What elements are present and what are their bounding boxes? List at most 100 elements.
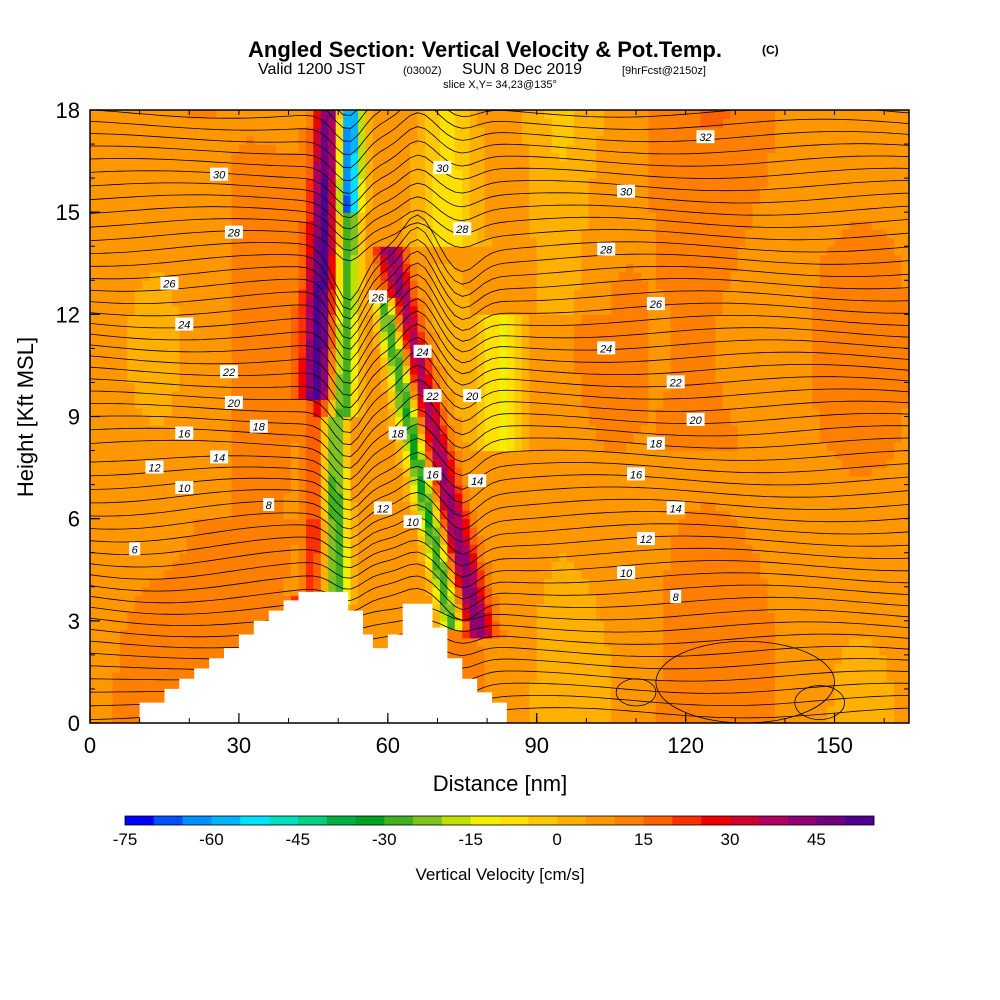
field-cell [224,152,233,162]
field-cell [209,297,218,307]
field-cell [581,305,590,315]
field-cell [134,314,143,324]
field-cell [596,178,605,188]
field-cell [365,561,374,571]
field-cell [238,152,247,162]
field-cell [186,229,195,239]
field-cell [447,237,456,247]
field-cell [149,348,158,358]
field-cell [127,365,136,375]
field-cell [246,442,255,452]
field-cell [104,527,113,537]
field-cell [343,399,352,409]
field-cell [119,229,128,239]
field-cell [179,544,188,554]
field-cell [551,654,560,664]
field-cell [186,339,195,349]
field-cell [372,254,381,264]
field-cell [142,697,151,707]
field-cell [358,127,367,137]
field-cell [328,203,337,213]
field-cell [320,510,329,520]
field-cell [276,459,285,469]
field-cell [521,339,530,349]
field-cell [477,671,486,682]
field-cell [90,144,99,154]
field-cell [194,169,203,179]
field-cell [313,535,322,545]
field-cell [97,714,106,723]
field-cell [551,365,560,375]
field-cell [536,484,545,494]
field-cell [402,178,411,188]
field-cell [395,305,404,315]
field-cell [142,169,151,179]
field-cell [194,322,203,332]
field-cell [536,271,545,281]
field-cell [380,178,389,188]
field-cell [603,586,612,596]
field-cell [216,339,225,349]
field-cell [320,476,329,486]
field-cell [544,195,553,205]
field-cell [142,382,151,392]
field-cell [104,373,113,384]
field-cell [402,110,411,120]
field-cell [499,646,508,656]
field-cell [305,510,314,520]
field-cell [246,476,255,486]
field-cell [320,322,329,332]
field-cell [417,161,426,171]
field-cell [573,603,582,613]
field-cell [439,416,448,426]
field-cell [462,459,471,469]
field-cell [283,280,292,290]
field-cell [246,110,255,120]
field-cell [179,450,188,460]
field-cell [283,135,292,145]
field-cell [484,169,493,179]
field-cell [142,586,151,596]
field-cell [291,416,300,426]
field-cell [201,212,210,222]
field-cell [209,161,218,171]
field-cell [231,246,240,256]
field-cell [149,203,158,213]
field-cell [350,203,359,213]
field-cell [454,569,463,579]
field-cell [521,544,530,554]
field-cell [484,331,493,341]
field-cell [179,356,188,367]
field-cell [410,237,419,247]
field-cell [283,476,292,486]
field-cell [551,152,560,162]
field-cell [119,476,128,486]
field-cell [536,671,545,682]
field-cell [97,407,106,418]
field-cell [179,552,188,562]
field-cell [506,476,515,486]
field-cell [380,135,389,145]
field-cell [447,135,456,145]
field-cell [432,442,441,452]
field-cell [157,561,166,571]
field-cell [194,484,203,494]
field-cell [536,305,545,315]
field-cell [380,169,389,179]
field-cell [157,246,166,256]
field-cell [596,518,605,528]
field-cell [536,127,545,137]
field-cell [134,680,143,690]
field-cell [402,390,411,401]
field-cell [134,110,143,120]
field-cell [588,450,597,460]
field-cell [261,178,270,188]
field-cell [521,288,530,298]
field-cell [521,586,530,596]
field-cell [551,314,560,324]
field-cell [313,356,322,367]
field-cell [298,390,307,401]
field-cell [134,688,143,699]
field-cell [350,407,359,418]
field-cell [417,220,426,230]
